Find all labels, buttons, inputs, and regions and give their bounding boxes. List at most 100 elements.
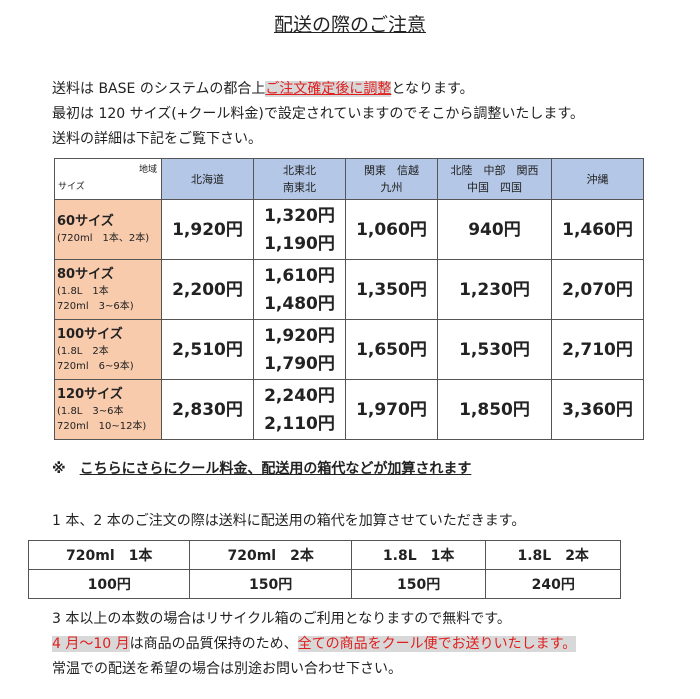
price-cell: 1,610円 1,480円: [252, 259, 346, 320]
box-price: 100円: [27, 569, 191, 599]
highlight-text: 全ての商品をクール便でお送りいたします。: [297, 636, 577, 652]
region-header: 北海道: [161, 158, 254, 200]
highlight-text: ご注文確定後に調整: [265, 81, 392, 97]
box-header: 720ml 1本: [27, 540, 191, 570]
price-cell: 1,230円: [436, 259, 553, 320]
price-cell: 2,240円 2,110円: [252, 379, 346, 440]
text: は商品の品質保持のため、: [129, 636, 298, 652]
price-cell: 1,530円: [436, 319, 553, 380]
size-name: 60サイズ: [57, 214, 114, 229]
price-cell: 2,710円: [551, 319, 644, 380]
footer-line-1: 3 本以上の本数の場合はリサイクル箱のご利用となりますので無料です。: [52, 611, 511, 627]
size-name: 120サイズ: [57, 386, 123, 402]
price: 1,610円: [264, 265, 335, 286]
box-price: 150円: [350, 569, 487, 599]
price: 3,360円: [562, 399, 633, 420]
box-price: 240円: [485, 569, 621, 599]
size-cell: 120サイズ (1.8L 3~6本 720ml 10~12本): [54, 379, 162, 440]
box-intro: 1 本、2 本のご注文の際は送料に配送用の箱代を加算させていただきます。: [52, 513, 526, 529]
size-detail: (720ml 1本、2本): [57, 233, 150, 244]
size-cell: 100サイズ (1.8L 2本 720ml 6~9本): [54, 319, 162, 380]
price-cell: 1,460円: [551, 199, 644, 260]
size-detail: (1.8L 1本: [57, 285, 109, 297]
price: 1,530円: [459, 339, 530, 360]
size-name: 80サイズ: [57, 266, 114, 282]
price: 1,320円: [264, 205, 335, 226]
box-header: 720ml 2本: [189, 540, 352, 570]
intro-line-3: 送料の詳細は下記をご覧下さい。: [52, 131, 262, 147]
region-header: 沖縄: [551, 158, 644, 200]
size-detail: (1.8L 2本: [57, 345, 109, 357]
price: 1,970円: [356, 399, 427, 420]
note: ※ こちらにさらにクール料金、配送用の箱代などが加算されます: [52, 458, 471, 478]
box-header: 1.8L 1本: [350, 540, 487, 570]
price: 2,240円: [264, 385, 335, 406]
price-cell: 2,830円: [161, 379, 254, 440]
box-header: 1.8L 2本: [485, 540, 621, 570]
price: 1,480円: [264, 293, 335, 314]
price: 940円: [468, 219, 521, 240]
price: 1,850円: [459, 399, 530, 420]
price-cell: 2,510円: [161, 319, 254, 380]
table-row: 100サイズ (1.8L 2本 720ml 6~9本) 2,510円 1,920円 1,7…: [54, 319, 644, 380]
price: 1,920円: [172, 219, 243, 240]
size-cell: 80サイズ (1.8L 1本 720ml 3~6本): [54, 259, 162, 320]
price-cell: 1,060円: [344, 199, 438, 260]
footer-line-3: 常温での配送を希望の場合は別途お問い合わせ下さい。: [52, 661, 402, 677]
price-cell: 1,850円: [436, 379, 553, 440]
size-detail: 720ml 6~9本): [57, 360, 134, 372]
table-row: 80サイズ (1.8L 1本 720ml 3~6本) 2,200円 1,610円 1,48…: [54, 259, 644, 320]
price: 2,110円: [264, 413, 335, 434]
price-cell: 1,920円: [161, 199, 254, 260]
highlight-text: 4 月～10 月: [52, 636, 130, 652]
price: 2,830円: [172, 399, 243, 420]
region-header: 関東 信越 九州: [344, 158, 438, 200]
size-cell: 60サイズ (720ml 1本、2本): [54, 199, 162, 260]
note-mark: ※: [52, 461, 66, 477]
region-name: 北東北: [282, 164, 316, 177]
price: 1,190円: [264, 233, 335, 254]
price: 1,230円: [459, 279, 530, 300]
region-name: 北海道: [190, 172, 224, 186]
intro-line-2: 最初は 120 サイズ(+クール料金)で設定されていますのでそこから調整いたしま…: [52, 106, 585, 122]
intro-line-1: 送料は BASE のシステムの都合上ご注文確定後に調整となります。: [52, 78, 474, 98]
price: 1,920円: [264, 325, 335, 346]
text: 送料は BASE のシステムの都合上: [52, 81, 266, 97]
region-name: 南東北: [282, 181, 316, 194]
size-detail: (1.8L 3~6本: [57, 405, 124, 417]
corner-cell: 地域 サイズ: [54, 158, 162, 200]
shipping-rate-table: 地域 サイズ 北海道 北東北 南東北 関東 信越 九州 北陸 中部 関西 中国 四国 沖縄 60サイ…: [54, 158, 644, 440]
price: 1,790円: [264, 353, 335, 374]
size-detail: 720ml 3~6本): [57, 300, 134, 312]
region-name: 北陸 中部 関西: [450, 164, 539, 177]
price: 2,070円: [562, 279, 633, 300]
price-cell: 2,200円: [161, 259, 254, 320]
price-cell: 1,350円: [344, 259, 438, 320]
region-header: 北東北 南東北: [252, 158, 346, 200]
footer-line-2: 4 月～10 月は商品の品質保持のため、全ての商品をクール便でお送りいたします。: [52, 633, 577, 653]
region-name: 九州: [380, 181, 403, 194]
price: 2,200円: [172, 279, 243, 300]
price: 1,350円: [356, 279, 427, 300]
price-cell: 2,070円: [551, 259, 644, 320]
table-row: 120サイズ (1.8L 3~6本 720ml 10~12本) 2,830円 2,240…: [54, 379, 644, 440]
size-detail: 720ml 10~12本): [57, 420, 147, 432]
price-cell: 1,650円: [344, 319, 438, 380]
page-title: 配送の際のご注意: [273, 14, 426, 36]
region-header: 北陸 中部 関西 中国 四国: [436, 158, 553, 200]
price: 1,650円: [356, 339, 427, 360]
price: 1,060円: [356, 219, 427, 240]
price: 2,510円: [172, 339, 243, 360]
price-cell: 3,360円: [551, 379, 644, 440]
size-name: 100サイズ: [57, 326, 123, 342]
price-cell: 1,920円 1,790円: [252, 319, 346, 380]
table-row: 60サイズ (720ml 1本、2本) 1,920円 1,320円 1,190円 1,06…: [54, 199, 644, 260]
price-cell: 940円: [436, 199, 553, 260]
region-label: 地域: [138, 165, 157, 175]
region-name: 関東 信越: [363, 164, 419, 177]
price: 2,710円: [562, 339, 633, 360]
price-cell: 1,320円 1,190円: [252, 199, 346, 260]
region-name: 沖縄: [586, 172, 609, 186]
text: となります。: [391, 81, 474, 97]
